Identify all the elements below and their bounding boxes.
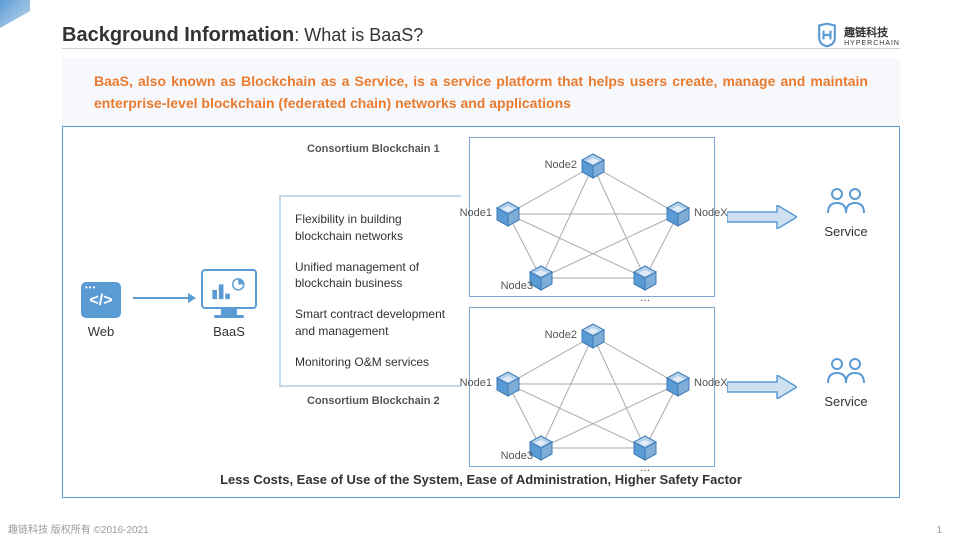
monitor-icon — [201, 269, 257, 309]
consortium-1-label: Consortium Blockchain 1 — [307, 143, 440, 155]
logo-cn: 趣链科技 — [844, 24, 900, 40]
node-2: … — [631, 264, 659, 297]
node-1: NodeX — [664, 200, 692, 233]
service-1-label: Service — [811, 224, 881, 239]
arrow-to-service-2 — [727, 375, 797, 399]
description-box: BaaS, also known as Blockchain as a Serv… — [62, 58, 900, 127]
service-1: Service — [811, 185, 881, 239]
node-0: Node2 — [579, 322, 607, 355]
service-2: Service — [811, 355, 881, 409]
monitor-base — [214, 315, 244, 318]
node-1: NodeX — [664, 370, 692, 403]
header: Background Information: What is BaaS? 趣链… — [62, 22, 900, 48]
web-label: Web — [81, 324, 121, 339]
network-box-1: Node2 NodeX … Node3 Node1 — [469, 137, 715, 297]
accent-decoration — [0, 0, 30, 28]
diagram-container: </> Web BaaS Flexibility in building blo… — [62, 126, 900, 498]
people-icon — [824, 185, 868, 215]
description-text: BaaS, also known as Blockchain as a Serv… — [94, 70, 868, 115]
footer-copyright: 趣链科技 版权所有 ©2016-2021 — [8, 521, 149, 536]
people-icon — [824, 355, 868, 385]
page-number: 1 — [936, 525, 942, 536]
node-3: Node3 — [527, 264, 555, 297]
node-4: Node1 — [494, 370, 522, 403]
web-block: </> Web — [81, 282, 121, 339]
logo: 趣链科技 HYPERCHAIN — [814, 22, 900, 48]
header-divider — [62, 48, 900, 49]
node-0: Node2 — [579, 152, 607, 185]
consortium-2-label: Consortium Blockchain 2 — [307, 395, 440, 407]
title-bold: Background Information — [62, 24, 294, 46]
feature-3: Smart contract development and managemen… — [295, 306, 455, 340]
feature-2: Unified management of blockchain busines… — [295, 259, 455, 293]
baas-label: BaaS — [201, 324, 257, 339]
bottom-text: Less Costs, Ease of Use of the System, E… — [63, 472, 899, 487]
logo-en: HYPERCHAIN — [844, 40, 900, 47]
feature-4: Monitoring O&M services — [295, 354, 455, 371]
feature-1: Flexibility in building blockchain netwo… — [295, 211, 455, 245]
features-box: Flexibility in building blockchain netwo… — [279, 195, 461, 387]
arrow-to-service-1 — [727, 205, 797, 229]
title-sub: : What is BaaS? — [294, 25, 423, 45]
baas-block: BaaS — [201, 269, 257, 339]
node-3: Node3 — [527, 434, 555, 467]
arrow-web-to-baas — [133, 297, 188, 299]
network-box-2: Node2 NodeX … Node3 Node1 — [469, 307, 715, 467]
web-icon: </> — [81, 282, 121, 318]
hyperchain-logo-icon — [814, 22, 840, 48]
node-4: Node1 — [494, 200, 522, 233]
node-2: … — [631, 434, 659, 467]
page-title: Background Information: What is BaaS? — [62, 24, 423, 47]
service-2-label: Service — [811, 394, 881, 409]
